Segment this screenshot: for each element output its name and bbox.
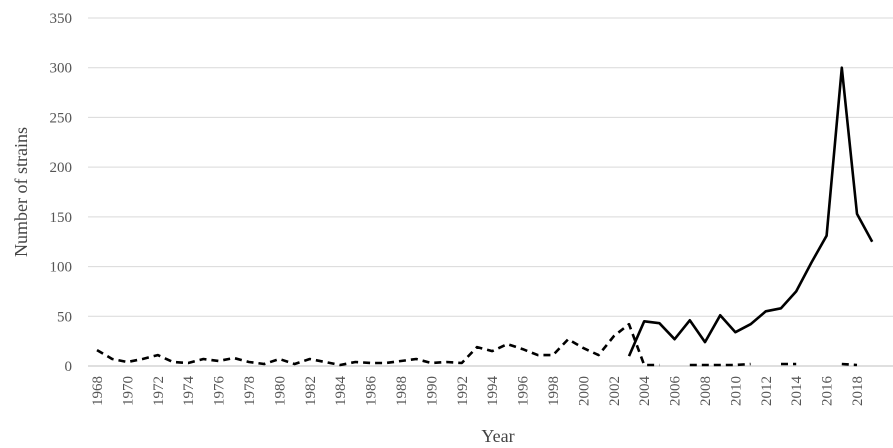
dashed-series-line xyxy=(841,362,858,367)
x-tick-label: 1968 xyxy=(90,376,106,406)
x-tick-label: 1986 xyxy=(364,376,380,407)
y-tick-label: 100 xyxy=(50,260,73,276)
x-tick-label: 1984 xyxy=(333,376,349,407)
x-tick-label: 2002 xyxy=(607,376,623,406)
y-tick-label: 350 xyxy=(50,11,73,27)
y-tick-label: 0 xyxy=(65,359,73,375)
x-tick-label: 2016 xyxy=(820,376,836,407)
x-tick-label: 2012 xyxy=(759,376,775,406)
x-tick-label: 2004 xyxy=(637,376,653,407)
y-tick-label: 50 xyxy=(57,309,72,325)
x-tick-label: 2000 xyxy=(576,376,592,406)
x-tick-label: 1976 xyxy=(212,376,228,407)
dashed-series-line xyxy=(689,362,751,367)
x-tick-label: 2008 xyxy=(698,376,714,406)
x-tick-label: 1988 xyxy=(394,376,410,406)
x-tick-label: 1982 xyxy=(303,376,319,406)
x-tick-label: 1978 xyxy=(242,376,258,406)
solid-series-line xyxy=(627,66,874,357)
y-tick-label: 250 xyxy=(50,110,73,126)
y-axis-title: Number of strains xyxy=(11,127,31,257)
gridlines xyxy=(88,17,893,317)
x-tick-label: 1970 xyxy=(120,376,136,406)
x-tick-label: 1994 xyxy=(485,376,501,407)
x-axis-title: Year xyxy=(481,426,514,446)
x-tick-label: 1990 xyxy=(424,376,440,406)
y-tick-label: 300 xyxy=(50,61,73,77)
x-tick-label: 1980 xyxy=(272,376,288,406)
x-tick-label: 2006 xyxy=(668,376,684,407)
x-tick-label: 1996 xyxy=(516,376,532,407)
y-tick-label: 150 xyxy=(50,210,73,226)
x-tick-label: 2010 xyxy=(728,376,744,406)
x-tick-label: 1972 xyxy=(151,376,167,406)
series-lines xyxy=(96,66,874,367)
x-axis-ticks: 1968 1970 1972 1974 1976 1978 1980 1982 1984 1986… xyxy=(90,376,866,407)
y-tick-label: 200 xyxy=(50,160,73,176)
x-tick-label: 2014 xyxy=(789,376,805,407)
x-tick-label: 1998 xyxy=(546,376,562,406)
x-tick-label: 1992 xyxy=(455,376,471,406)
dashed-series-line xyxy=(96,322,660,367)
x-tick-label: 2018 xyxy=(850,376,866,406)
x-tick-label: 1974 xyxy=(181,376,197,407)
y-axis-ticks: 0 50 100 150 200 250 300 350 xyxy=(50,11,73,375)
